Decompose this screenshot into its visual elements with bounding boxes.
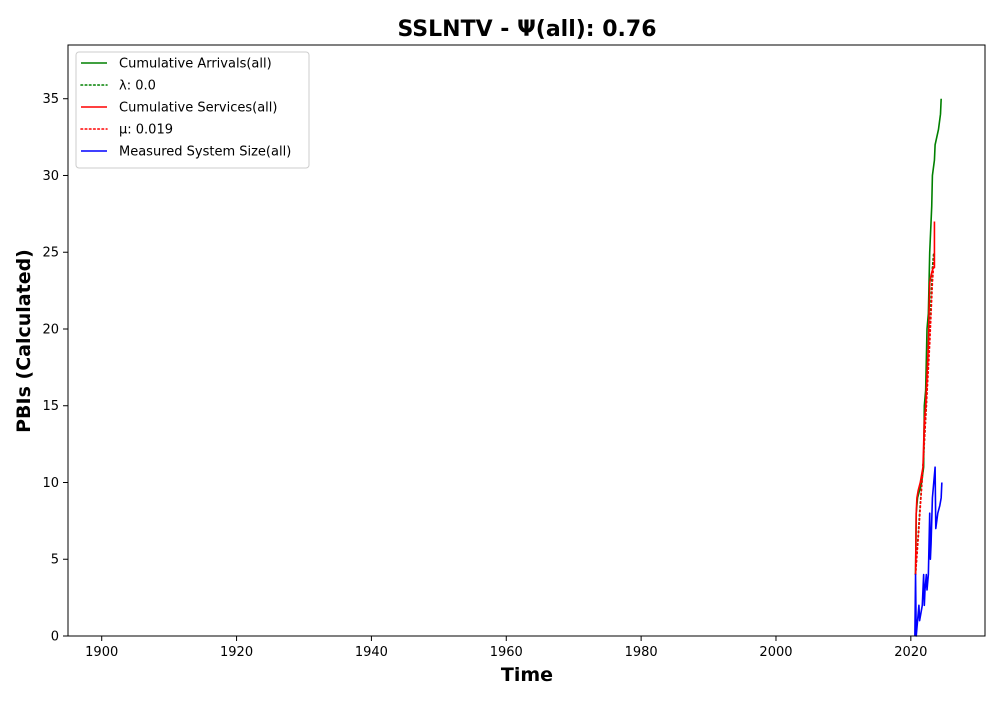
x-tick-label: 1960 xyxy=(490,645,523,660)
series-line-3 xyxy=(914,221,936,575)
x-tick-label: 1940 xyxy=(355,645,388,660)
legend-box xyxy=(75,51,310,169)
series-line-1 xyxy=(914,98,942,575)
legend-label: Cumulative Services(all) xyxy=(119,101,277,116)
legend-label: Cumulative Arrivals(all) xyxy=(119,57,272,72)
y-tick-label: 0 xyxy=(51,630,59,645)
y-tick-label: 5 xyxy=(51,553,59,568)
plot-series-group xyxy=(914,98,943,637)
y-axis-ticks: 0 5 10 15 20 25 30 35 xyxy=(42,92,68,645)
plot-frame xyxy=(67,44,986,637)
x-tick-label: 2000 xyxy=(759,645,792,660)
series-line-4 xyxy=(914,251,936,576)
legend-label: Measured System Size(all) xyxy=(119,145,291,160)
series-line-5 xyxy=(914,466,943,637)
y-tick-label: 10 xyxy=(42,476,59,491)
legend-label: μ: 0.019 xyxy=(119,123,173,138)
y-tick-label: 25 xyxy=(42,246,59,261)
y-axis-label: PBIs (Calculated) xyxy=(13,249,35,433)
y-tick-label: 20 xyxy=(42,322,59,337)
x-tick-label: 1980 xyxy=(625,645,658,660)
x-tick-label: 1920 xyxy=(220,645,253,660)
x-tick-label: 1900 xyxy=(85,645,118,660)
x-tick-label: 2020 xyxy=(894,645,927,660)
y-tick-label: 35 xyxy=(42,92,59,107)
y-tick-label: 15 xyxy=(42,399,59,414)
legend-label: λ: 0.0 xyxy=(119,79,156,94)
chart-title: SSLNTV - Ψ(all): 0.76 xyxy=(397,17,656,42)
x-axis-label: Time xyxy=(501,664,553,686)
x-axis-ticks: 1900 1920 1940 1960 1980 2000 2020 xyxy=(85,636,927,660)
legend: Cumulative Arrivals(all) λ: 0.0 Cumulative… xyxy=(75,51,310,169)
y-tick-label: 30 xyxy=(42,169,59,184)
